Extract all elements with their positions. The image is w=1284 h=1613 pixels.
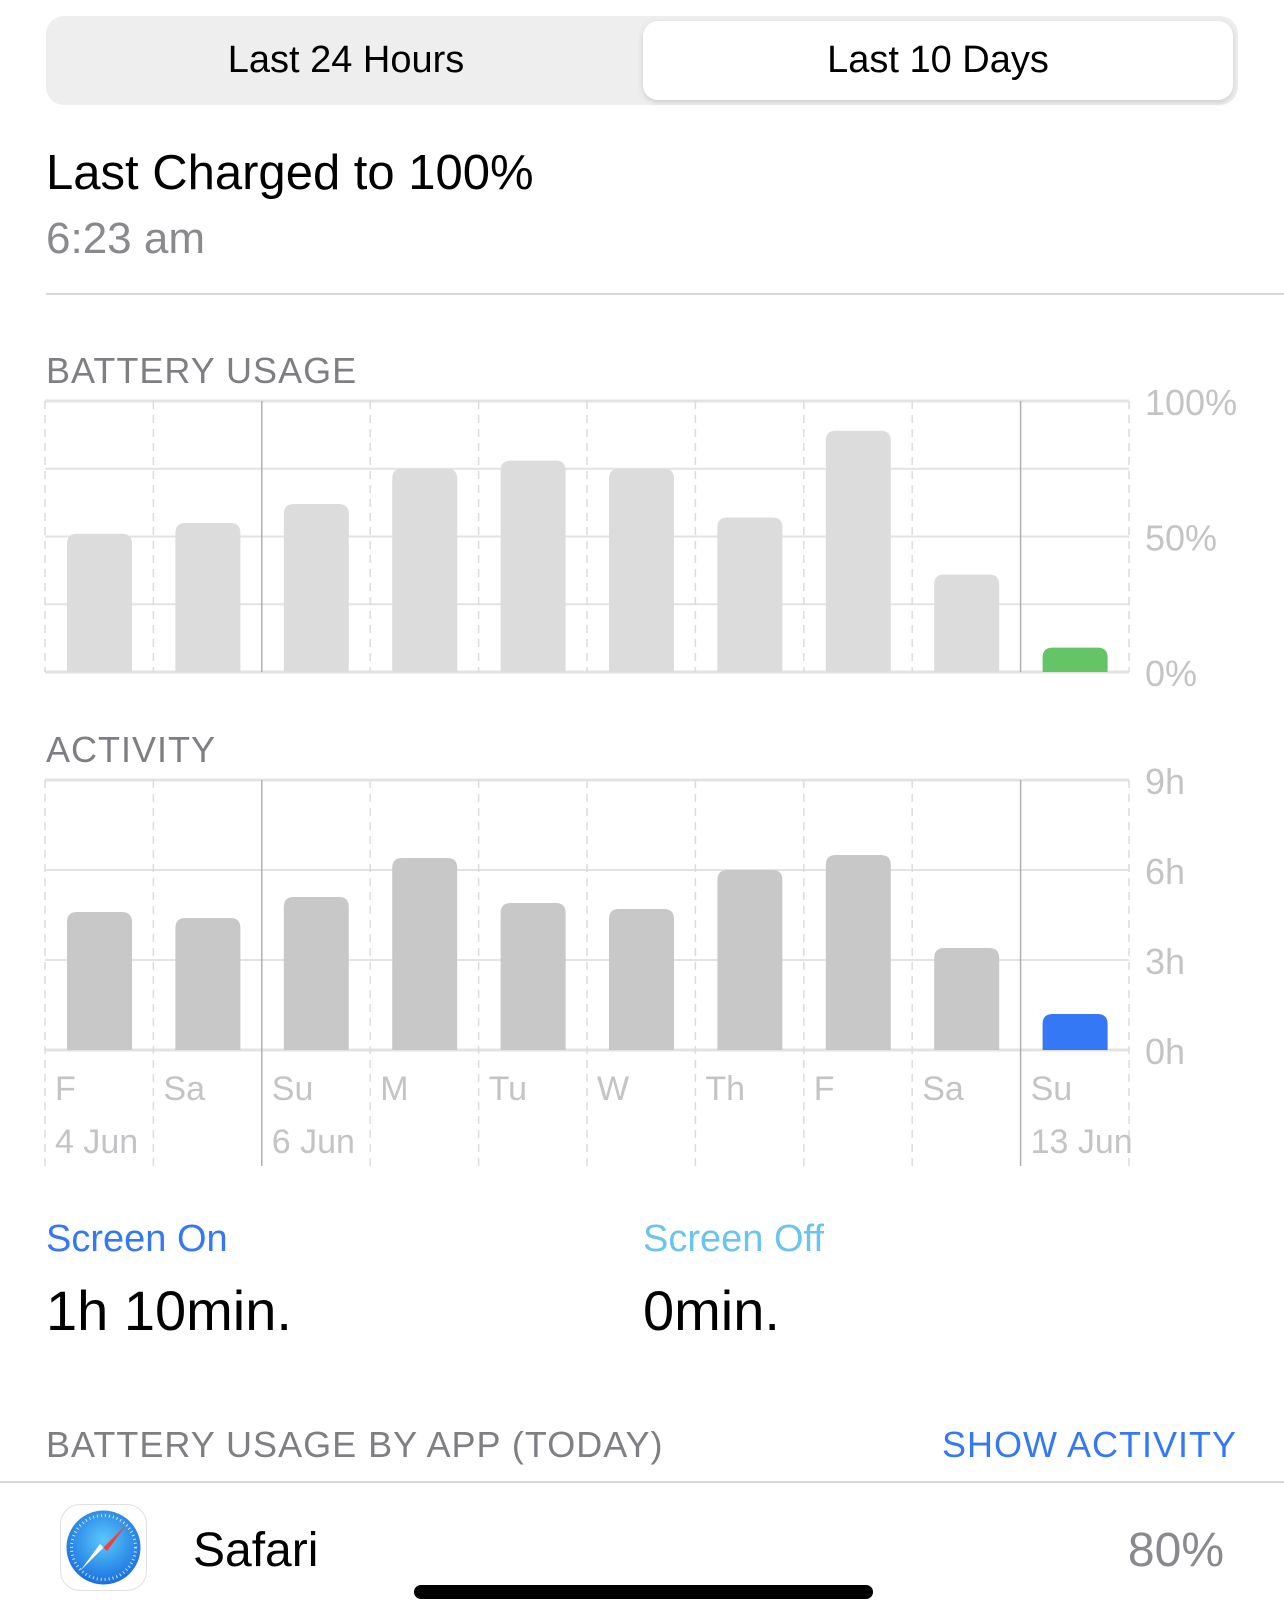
tab-last-10-days[interactable]: Last 10 Days [643,21,1233,100]
battery-usage-chart: 100% 50% 0% [44,382,1237,690]
bar [175,522,241,672]
day-label: F [55,1070,76,1108]
bar [934,574,1000,672]
bar [392,858,458,1050]
bar [500,460,566,672]
bar [392,468,458,672]
day-label: Tu [489,1070,527,1108]
bar [609,909,674,1050]
y-tick-label: 6h [1145,851,1185,892]
period-segmented-control: Last 24 Hours Last 10 Days [46,16,1238,105]
bar [175,918,241,1050]
safari-compass-icon [60,1504,147,1591]
app-row-safari[interactable]: Safari 80% [0,1483,1284,1613]
y-tick-label: 50% [1145,518,1217,559]
date-label: 4 Jun [55,1123,138,1161]
bar [500,903,566,1050]
day-label: F [814,1070,835,1108]
bar [825,855,891,1050]
day-label: Su [1031,1070,1073,1108]
bar [283,503,349,672]
y-tick-label: 3h [1145,941,1185,982]
day-label: Th [705,1070,745,1108]
date-label: 6 Jun [272,1123,355,1161]
y-tick-label: 100% [1145,382,1237,423]
divider [46,293,1284,295]
bar [67,912,132,1050]
app-percent: 80% [1127,1524,1224,1577]
last-charged-time: 6:23 am [46,214,205,263]
activity-chart: 9h 6h 3h 0h F 4 Jun Sa Su 6 Jun M Tu W Th F Sa Su 13 Jun [44,761,1185,1166]
day-label: Sa [922,1070,964,1108]
show-activity-button[interactable]: SHOW ACTIVITY [941,1424,1237,1465]
screen-on-label: Screen On [46,1218,228,1260]
bar [283,897,349,1050]
day-label: Su [272,1070,314,1108]
day-label: Sa [163,1070,205,1108]
bar [609,468,674,672]
bar [717,517,783,672]
battery-usage-heading: BATTERY USAGE [46,350,358,391]
bar [1042,1014,1108,1050]
day-label: M [380,1070,408,1108]
date-label: 13 Jun [1031,1123,1133,1161]
screen-on-value: 1h 10min. [46,1279,292,1342]
bar [67,533,132,672]
bar [717,870,783,1050]
y-tick-label: 9h [1145,761,1185,802]
tab-last-24-hours[interactable]: Last 24 Hours [227,39,465,81]
bar [1042,647,1108,672]
divider [0,1481,1284,1483]
last-charged-title: Last Charged to 100% [46,146,534,200]
home-indicator [414,1585,873,1599]
activity-heading: ACTIVITY [46,729,217,770]
app-name: Safari [193,1524,319,1577]
y-tick-label: 0h [1145,1031,1185,1072]
y-tick-label: 0% [1145,653,1197,690]
day-label: W [597,1070,629,1108]
screen-off-label: Screen Off [643,1218,824,1260]
battery-by-app-heading: BATTERY USAGE BY APP (TODAY) [46,1424,664,1465]
bar [934,948,1000,1050]
screen-off-value: 0min. [643,1279,780,1342]
bar [825,430,891,672]
